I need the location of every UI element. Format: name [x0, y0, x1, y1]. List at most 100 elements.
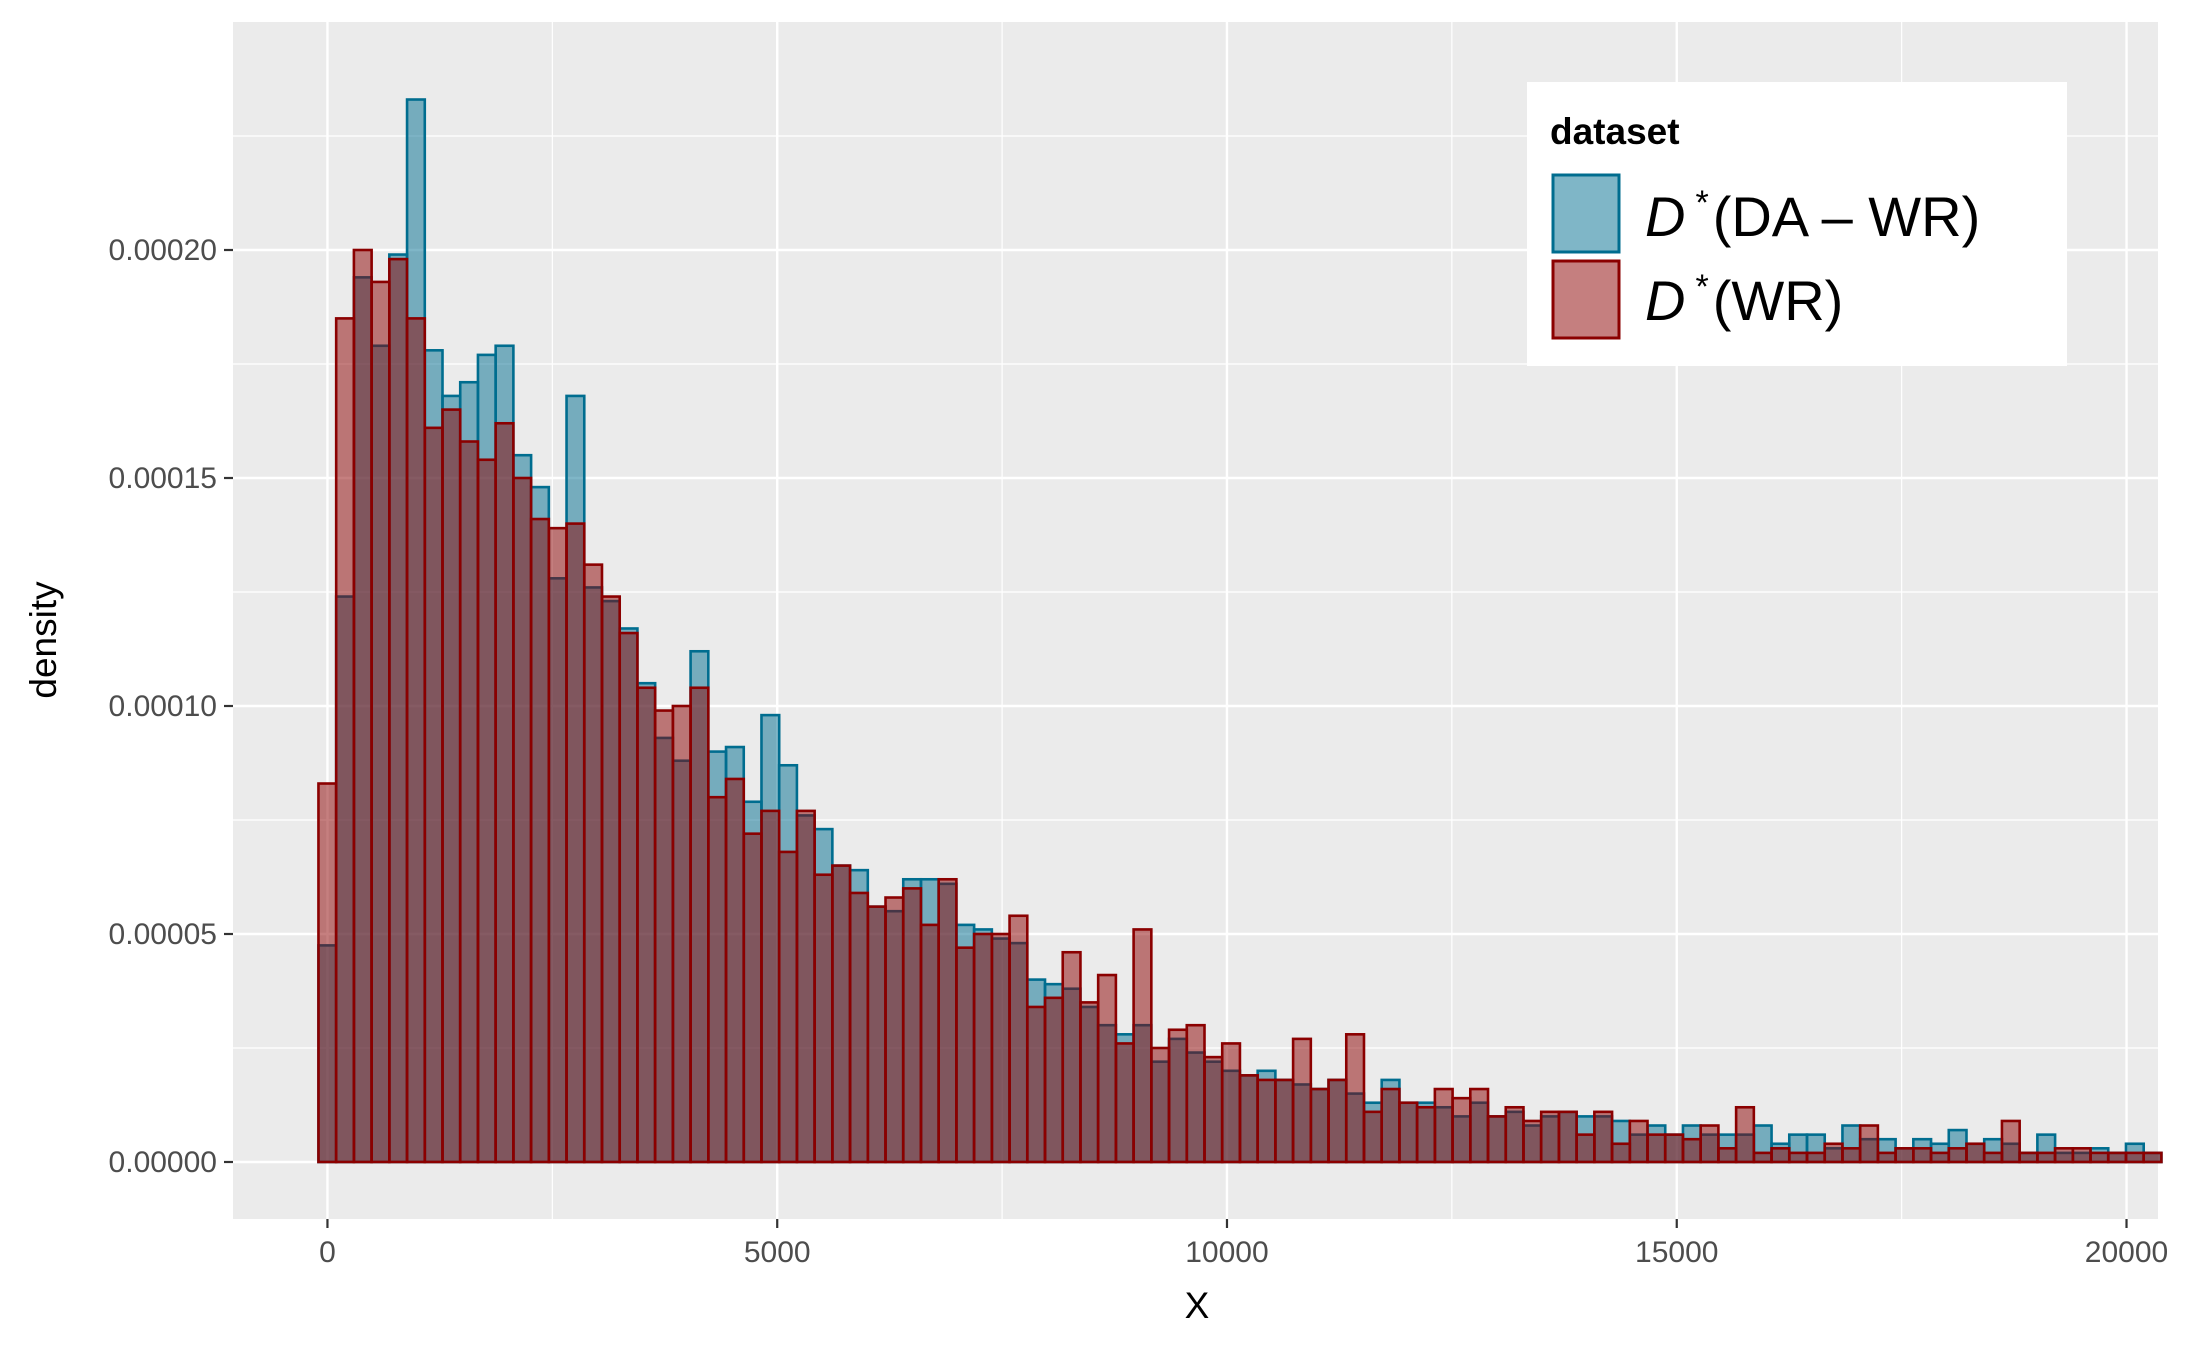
histogram-bar: [813, 873, 834, 1164]
x-tick-label: 20000: [2085, 1236, 2168, 1269]
histogram-bar: [1008, 914, 1029, 1164]
histogram-bar: [1894, 1147, 1915, 1164]
histogram-bar: [795, 809, 816, 1164]
histogram-bar: [2071, 1147, 2092, 1164]
histogram-bar: [1150, 1046, 1171, 1164]
histogram-bar: [600, 595, 622, 1164]
histogram-bar: [1380, 1087, 1401, 1164]
histogram-bar: [2036, 1151, 2057, 1164]
histogram-bar: [2018, 1151, 2039, 1164]
histogram-bar: [1274, 1078, 1295, 1164]
histogram-bar: [547, 526, 568, 1164]
histogram-bar: [1238, 1074, 1259, 1164]
histogram-bar: [901, 887, 923, 1164]
histogram-bar: [724, 777, 746, 1164]
histogram-bar: [1699, 1124, 1720, 1164]
histogram-bar: [636, 686, 657, 1164]
histogram-bar: [1717, 1147, 1738, 1164]
histogram-bar: [1787, 1151, 1809, 1164]
histogram-bar: [1841, 1147, 1862, 1164]
histogram-bar: [1522, 1119, 1543, 1164]
histogram-bar: [671, 704, 692, 1164]
histogram-bar: [707, 795, 728, 1164]
histogram-bar: [423, 426, 444, 1164]
histogram-bar: [884, 896, 905, 1164]
histogram-bar: [1043, 996, 1065, 1164]
histogram-bar: [1167, 1028, 1189, 1164]
histogram-bar: [1912, 1147, 1933, 1164]
y-axis: 0.00000 0.00005 0.00010 0.00015 0.00020: [109, 234, 233, 1179]
y-tick-label: 0.00020: [109, 234, 217, 267]
histogram-bar: [2124, 1151, 2145, 1164]
histogram-bar: [1770, 1147, 1791, 1164]
histogram-bar: [388, 257, 409, 1164]
legend: dataset D *(DA – WR) D *(WR): [1527, 82, 2067, 366]
histogram-bar: [760, 809, 781, 1164]
histogram-bar: [1876, 1151, 1897, 1164]
histogram-bar: [1185, 1023, 1206, 1164]
histogram-bar: [441, 408, 462, 1164]
histogram-bar: [1982, 1151, 2004, 1164]
histogram-bar: [1504, 1105, 1525, 1164]
histogram-bar: [1132, 928, 1153, 1164]
histogram-bar: [1025, 1005, 1047, 1164]
histogram-bar: [2000, 1119, 2021, 1164]
histogram-bar: [689, 686, 710, 1164]
histogram-bar: [1575, 1133, 1596, 1164]
histogram-bar: [937, 877, 958, 1164]
histogram-bar: [866, 905, 887, 1164]
histogram-bar: [1752, 1151, 1773, 1164]
histogram-bar: [1646, 1133, 1667, 1164]
histogram-bar: [582, 563, 604, 1164]
x-axis-title: X: [1185, 1285, 1210, 1326]
histogram-bar: [1114, 1042, 1135, 1164]
histogram-bar: [1327, 1078, 1348, 1164]
legend-title: dataset: [1550, 111, 1680, 152]
histogram-bar: [1805, 1151, 1827, 1164]
histogram-bar: [1220, 1042, 1242, 1164]
histogram-bar: [618, 631, 639, 1164]
histogram-bar: [2142, 1151, 2163, 1164]
histogram-bar: [1309, 1087, 1330, 1164]
histogram-bar: [334, 317, 356, 1164]
histogram-bar: [742, 832, 763, 1164]
histogram-bar: [1362, 1110, 1384, 1164]
histogram-bar: [405, 317, 427, 1164]
y-tick-label: 0.00005: [109, 918, 217, 951]
histogram-bar: [1858, 1124, 1880, 1164]
histogram-bar: [1256, 1078, 1277, 1164]
histogram-bar: [1344, 1033, 1366, 1164]
x-tick-label: 5000: [744, 1236, 811, 1269]
y-axis-title: density: [23, 581, 64, 699]
histogram-bar: [1469, 1087, 1490, 1164]
histogram-bar: [317, 782, 338, 1164]
histogram-bar: [1415, 1105, 1437, 1164]
histogram-bar: [955, 946, 976, 1164]
legend-label-series-1: D *(DA – WR): [1645, 184, 1980, 248]
histogram-bar: [476, 458, 497, 1164]
histogram-bar: [1539, 1110, 1561, 1164]
x-tick-label: 15000: [1635, 1236, 1718, 1269]
histogram-bar: [529, 517, 551, 1164]
y-tick-label: 0.00010: [109, 690, 217, 723]
legend-label-series-2: D *(WR): [1645, 268, 1843, 332]
histogram-bar: [1610, 1142, 1632, 1164]
bar-series-2: [317, 248, 2163, 1164]
histogram-bar: [1203, 1055, 1224, 1164]
legend-key-series-2: [1551, 259, 1621, 340]
histogram-bar: [653, 709, 675, 1164]
histogram-bar: [831, 864, 852, 1164]
histogram-bar: [1593, 1110, 1614, 1164]
x-axis: 0 5000 10000 15000 20000: [319, 1219, 2168, 1269]
histogram-bar: [1929, 1151, 1951, 1164]
histogram-bar: [1451, 1096, 1472, 1164]
histogram-bar: [1965, 1142, 1986, 1164]
y-tick-label: 0.00015: [109, 462, 217, 495]
y-tick-label: 0.00000: [109, 1146, 217, 1179]
histogram-bar: [990, 932, 1011, 1164]
histogram-bar: [458, 440, 480, 1164]
histogram-bar: [1663, 1133, 1685, 1164]
histogram-bar: [2053, 1147, 2075, 1164]
histogram-bar: [1398, 1101, 1419, 1164]
